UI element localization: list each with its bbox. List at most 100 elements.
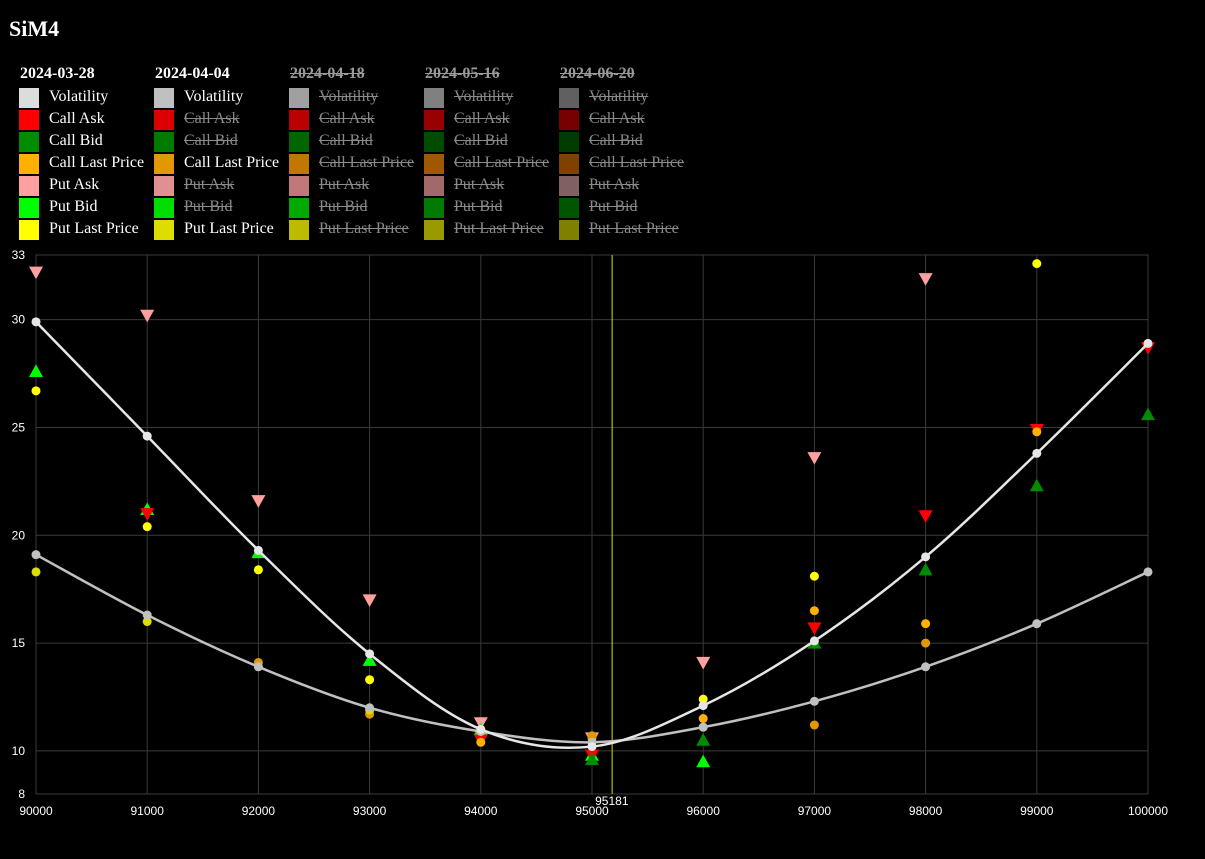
legend-item-call-bid[interactable]: Call Bid	[19, 130, 154, 152]
volatility-point	[253, 545, 263, 555]
volatility-point	[1143, 567, 1153, 577]
marker-call-last-price	[809, 606, 819, 616]
legend-item-call-bid[interactable]: Call Bid	[424, 130, 559, 152]
legend-label: Put Bid	[49, 198, 98, 215]
legend-date-header[interactable]: 2024-05-16	[425, 65, 500, 82]
legend-swatch	[424, 198, 444, 218]
legend-label: Call Last Price	[184, 154, 280, 171]
legend-date-header[interactable]: 2024-04-04	[155, 65, 230, 82]
legend-swatch	[559, 220, 579, 240]
volatility-point	[921, 662, 931, 672]
legend-item-put-ask[interactable]: Put Ask	[559, 174, 694, 196]
legend-item-put-bid[interactable]: Put Bid	[559, 196, 694, 218]
legend-item-call-ask[interactable]: Call Ask	[559, 108, 694, 130]
legend-item-put-ask[interactable]: Put Ask	[289, 174, 424, 196]
legend-swatch	[154, 154, 174, 174]
legend-swatch	[424, 132, 444, 152]
legend-item-put-bid[interactable]: Put Bid	[289, 196, 424, 218]
legend-label: Call Ask	[184, 110, 240, 127]
legend-item-call-last-price[interactable]: Call Last Price	[559, 152, 694, 174]
legend-item-put-bid[interactable]: Put Bid	[154, 196, 289, 218]
marker-put-last-price	[253, 565, 263, 575]
volatility-point	[921, 552, 931, 562]
legend-label: Call Bid	[319, 132, 373, 149]
y-tick-label: 8	[18, 787, 25, 801]
marker-put-ask	[696, 656, 711, 670]
legend-item-call-ask[interactable]: Call Ask	[154, 108, 289, 130]
legend-swatch	[559, 176, 579, 196]
marker-call-bid	[918, 562, 933, 576]
legend-label: Call Bid	[454, 132, 508, 149]
legend-item-put-last-price[interactable]: Put Last Price	[559, 218, 694, 240]
marker-call-last-price	[921, 619, 931, 629]
legend-label: Put Ask	[49, 176, 100, 193]
marker-call-last-price	[1032, 427, 1042, 437]
volatility-point	[365, 703, 375, 713]
legend-swatch	[19, 154, 39, 174]
legend-label: Call Last Price	[589, 154, 685, 171]
marker-put-ask	[807, 452, 822, 465]
legend-item-call-bid[interactable]: Call Bid	[154, 130, 289, 152]
marker-call-last-price-2024-04-04	[587, 731, 597, 741]
legend-item-volatility[interactable]: Volatility	[19, 86, 154, 108]
y-tick-label: 30	[12, 313, 26, 327]
legend-item-put-last-price[interactable]: Put Last Price	[289, 218, 424, 240]
legend-item-call-last-price[interactable]: Call Last Price	[19, 152, 154, 174]
legend-label: Call Last Price	[319, 154, 415, 171]
marker-call-last-price	[476, 737, 486, 747]
x-tick-label: 98000	[909, 804, 943, 818]
legend-item-call-last-price[interactable]: Call Last Price	[289, 152, 424, 174]
legend-item-call-ask[interactable]: Call Ask	[424, 108, 559, 130]
marker-put-last-price	[365, 675, 375, 685]
legend-label: Call Bid	[589, 132, 643, 149]
legend-date-header[interactable]: 2024-03-28	[20, 65, 95, 82]
legend-group-2024-05-16: 2024-05-16 Volatility Call Ask Call Bid Call…	[424, 64, 559, 240]
legend-item-put-bid[interactable]: Put Bid	[19, 196, 154, 218]
marker-put-last-price	[698, 694, 708, 704]
marker-call-last-price	[698, 714, 708, 724]
legend-item-put-last-price[interactable]: Put Last Price	[424, 218, 559, 240]
legend-label: Call Ask	[319, 110, 375, 127]
legend-item-put-last-price[interactable]: Put Last Price	[154, 218, 289, 240]
legend-swatch	[19, 88, 39, 108]
legend-label: Put Ask	[184, 176, 235, 193]
legend-item-put-last-price[interactable]: Put Last Price	[19, 218, 154, 240]
legend-item-volatility[interactable]: Volatility	[289, 86, 424, 108]
legend-item-put-ask[interactable]: Put Ask	[19, 174, 154, 196]
legend-label: Call Ask	[49, 110, 105, 127]
legend-item-put-ask[interactable]: Put Ask	[424, 174, 559, 196]
legend-date-header[interactable]: 2024-04-18	[290, 65, 365, 82]
legend-item-call-last-price[interactable]: Call Last Price	[154, 152, 289, 174]
legend-swatch	[154, 132, 174, 152]
legend-swatch	[289, 154, 309, 174]
legend-label: Volatility	[49, 88, 109, 105]
volatility-point	[142, 431, 152, 441]
legend-label: Put Bid	[454, 198, 503, 215]
legend-label: Call Bid	[184, 132, 238, 149]
legend-group-2024-04-04: 2024-04-04 Volatility Call Ask Call Bid Call…	[154, 64, 289, 240]
legend-item-call-last-price[interactable]: Call Last Price	[424, 152, 559, 174]
legend-item-volatility[interactable]: Volatility	[154, 86, 289, 108]
x-tick-label: 97000	[798, 804, 832, 818]
legend-item-volatility[interactable]: Volatility	[559, 86, 694, 108]
legend-item-call-ask[interactable]: Call Ask	[19, 108, 154, 130]
page-title: SiM4	[9, 16, 60, 41]
legend-item-call-bid[interactable]: Call Bid	[559, 130, 694, 152]
legend-label: Put Last Price	[49, 220, 139, 237]
legend-date-header[interactable]: 2024-06-20	[560, 65, 635, 82]
legend-label: Put Last Price	[184, 220, 274, 237]
legend-swatch	[424, 176, 444, 196]
legend-item-call-ask[interactable]: Call Ask	[289, 108, 424, 130]
volatility-point	[1143, 338, 1153, 348]
y-tick-label: 15	[12, 636, 26, 650]
marker-put-ask	[251, 495, 266, 508]
legend-swatch	[19, 220, 39, 240]
legend-label: Call Ask	[589, 110, 645, 127]
legend-item-call-bid[interactable]: Call Bid	[289, 130, 424, 152]
legend-item-put-ask[interactable]: Put Ask	[154, 174, 289, 196]
legend-item-put-bid[interactable]: Put Bid	[424, 196, 559, 218]
legend-item-volatility[interactable]: Volatility	[424, 86, 559, 108]
marker-call-last-price-2024-04-04	[809, 720, 819, 730]
legend-swatch	[154, 198, 174, 218]
legend-swatch	[559, 198, 579, 218]
